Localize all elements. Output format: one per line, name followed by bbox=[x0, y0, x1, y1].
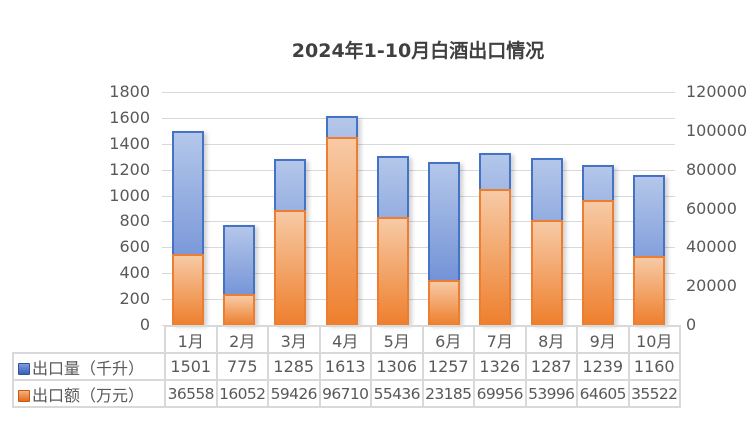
table-cell: 1287 bbox=[524, 352, 578, 381]
table-cell: 55436 bbox=[370, 379, 424, 408]
bar-export-value bbox=[428, 279, 461, 325]
legend-key-orange-icon bbox=[18, 389, 30, 402]
right-axis-tick: 20000 bbox=[686, 276, 737, 296]
legend-label: 出口量（千升） bbox=[32, 358, 145, 378]
gridline bbox=[162, 247, 675, 249]
bar-export-value bbox=[376, 217, 409, 325]
bar-export-value bbox=[325, 137, 358, 325]
left-axis-tick: 1600 bbox=[109, 107, 150, 127]
left-axis-tick: 1000 bbox=[109, 185, 150, 205]
table-cell: 53996 bbox=[524, 379, 578, 408]
gridline bbox=[162, 92, 675, 93]
bar-export-value bbox=[633, 256, 666, 325]
month-header: 6月 bbox=[421, 325, 475, 354]
table-cell: 1326 bbox=[473, 352, 527, 381]
bar-export-value bbox=[171, 254, 204, 325]
left-axis-tick: 400 bbox=[119, 263, 150, 283]
month-header: 8月 bbox=[524, 325, 578, 354]
table-cell: 16052 bbox=[215, 379, 269, 408]
table-cell: 69956 bbox=[473, 379, 527, 408]
table-cell: 59426 bbox=[267, 379, 321, 408]
table-cell: 1501 bbox=[164, 352, 218, 381]
table-cell: 23185 bbox=[421, 379, 475, 408]
legend-volume: 出口量（千升） bbox=[12, 352, 166, 381]
bar-export-value bbox=[582, 199, 615, 325]
left-axis-tick: 1400 bbox=[109, 133, 150, 153]
month-header: 9月 bbox=[576, 325, 630, 354]
table-cell: 64605 bbox=[576, 379, 630, 408]
bar-export-value bbox=[274, 209, 307, 325]
month-header: 4月 bbox=[318, 325, 372, 354]
legend-value: 出口额（万元） bbox=[12, 379, 166, 408]
table-cell: 36558 bbox=[164, 379, 218, 408]
gridline bbox=[162, 195, 675, 197]
legend-label: 出口额（万元） bbox=[32, 385, 145, 405]
left-axis-tick: 1800 bbox=[109, 82, 150, 101]
month-header-row: 1月 2月 3月 4月 5月 6月 7月 8月 9月 10月 bbox=[13, 325, 681, 354]
left-axis-tick: 600 bbox=[119, 237, 150, 257]
table-cell: 1160 bbox=[627, 352, 681, 381]
left-axis-tick: 200 bbox=[119, 289, 150, 309]
table-cell: 775 bbox=[215, 352, 269, 381]
gridline bbox=[162, 273, 675, 275]
table-corner bbox=[13, 326, 166, 353]
right-axis-tick: 0 bbox=[686, 315, 697, 334]
month-header: 7月 bbox=[473, 325, 527, 354]
gridline bbox=[162, 221, 675, 223]
bar-export-value bbox=[530, 220, 563, 325]
left-axis-tick: 1200 bbox=[109, 159, 150, 179]
table-cell: 35522 bbox=[627, 379, 681, 408]
bar-export-value bbox=[479, 189, 512, 325]
table-cell: 1257 bbox=[421, 352, 475, 381]
gridline bbox=[162, 143, 675, 145]
gridline bbox=[162, 117, 675, 119]
left-axis-tick: 800 bbox=[119, 211, 150, 231]
chart-title: 2024年1-10月白酒出口情况 bbox=[291, 40, 545, 62]
month-header: 3月 bbox=[267, 325, 321, 354]
month-header: 2月 bbox=[215, 325, 269, 354]
right-axis-tick: 120000 bbox=[686, 82, 748, 101]
table-row: 出口额（万元） 36558 16052 59426 96710 55436 23185 69… bbox=[12, 379, 681, 408]
left-axis-tick: 0 bbox=[139, 315, 150, 334]
gridline bbox=[162, 299, 675, 301]
table-cell: 1306 bbox=[370, 352, 424, 381]
legend-key-blue-icon bbox=[18, 362, 30, 375]
data-table: 1月 2月 3月 4月 5月 6月 7月 8月 9月 10月 出口量（千升） 1501 775 128… bbox=[12, 325, 681, 408]
right-axis-tick: 80000 bbox=[686, 159, 737, 179]
right-axis-tick: 100000 bbox=[686, 120, 748, 140]
table-cell: 1239 bbox=[576, 352, 630, 381]
right-axis-tick: 60000 bbox=[686, 198, 737, 218]
table-row: 出口量（千升） 1501 775 1285 1613 1306 1257 1326 1287 1… bbox=[12, 352, 681, 381]
plot-area bbox=[162, 92, 675, 326]
bar-export-value bbox=[222, 293, 255, 325]
table-cell: 1285 bbox=[267, 352, 321, 381]
table-cell: 96710 bbox=[318, 379, 372, 408]
gridline bbox=[162, 169, 675, 171]
right-axis-tick: 40000 bbox=[686, 237, 737, 257]
month-header: 5月 bbox=[370, 325, 424, 354]
month-header: 1月 bbox=[164, 325, 218, 354]
month-header: 10月 bbox=[627, 325, 681, 354]
table-cell: 1613 bbox=[318, 352, 372, 381]
